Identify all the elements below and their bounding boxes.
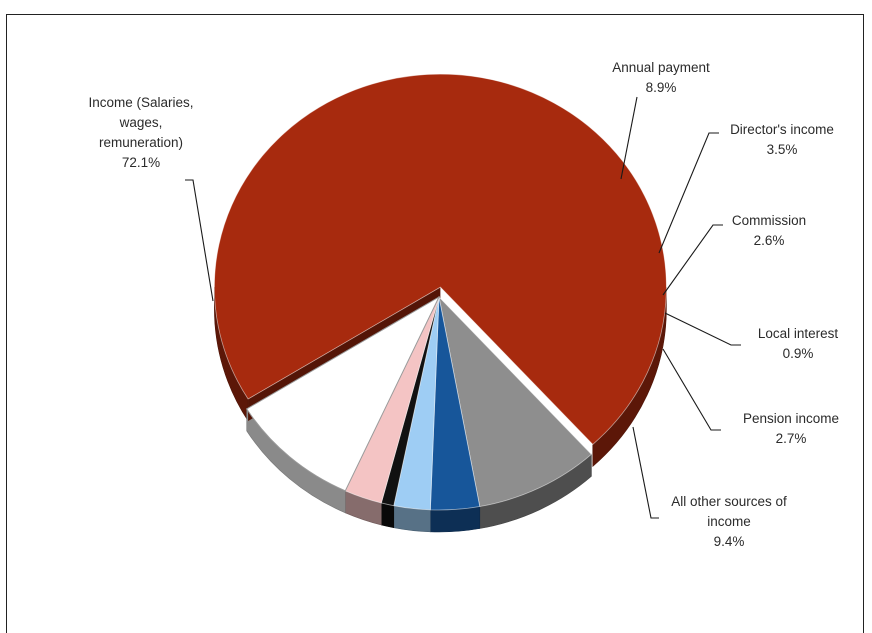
- chart-frame: Income (Salaries, wages, remuneration) 72.1…: [6, 14, 864, 633]
- slice-label-1: Annual payment 8.9%: [612, 60, 710, 95]
- slice-value-3: 2.6%: [754, 233, 785, 248]
- slice-label-line: Pension income: [743, 411, 839, 426]
- slice-value-6: 9.4%: [714, 534, 745, 549]
- pie-top-faces: [213, 73, 667, 511]
- slice-value-2: 3.5%: [767, 142, 798, 157]
- slice-label-line: All other sources of: [671, 494, 787, 509]
- leader-line-6: [632, 426, 659, 519]
- slice-label-line: Commission: [732, 213, 806, 228]
- pie-side-walls: [214, 287, 667, 533]
- slice-value-5: 2.7%: [776, 431, 807, 446]
- leader-line-2: [658, 132, 719, 254]
- slice-label-6: All other sources of income 9.4%: [671, 494, 787, 549]
- slice-value-1: 8.9%: [646, 80, 677, 95]
- figure-title-fragment: [0, 0, 872, 10]
- leader-line-0: [185, 179, 214, 302]
- pie-side-4: [381, 502, 395, 529]
- slice-value-0: 72.1%: [122, 155, 160, 170]
- slice-label-line: Director's income: [730, 122, 834, 137]
- slice-label-2: Director's income 3.5%: [730, 122, 834, 157]
- leader-line-5: [662, 348, 721, 431]
- slice-label-line: remuneration): [99, 135, 183, 150]
- pie-slice-6: [246, 295, 441, 492]
- leader-line-1: [620, 96, 638, 180]
- slice-value-4: 0.9%: [783, 346, 814, 361]
- pie-slice-1: [438, 295, 592, 507]
- slice-label-line: Income (Salaries,: [88, 95, 193, 110]
- slice-label-0: Income (Salaries, wages, remuneration) 72.1…: [88, 95, 193, 170]
- slice-label-line: income: [707, 514, 751, 529]
- slice-label-3: Commission 2.6%: [732, 213, 806, 248]
- leader-line-3: [662, 224, 723, 296]
- pie-slice-0: [213, 73, 667, 445]
- slice-label-5: Pension income 2.7%: [743, 411, 839, 446]
- slice-label-4: Local interest 0.9%: [758, 326, 839, 361]
- pie-chart: Income (Salaries, wages, remuneration) 72.1…: [88, 60, 839, 549]
- slice-label-line: wages,: [119, 115, 163, 130]
- slice-label-line: Annual payment: [612, 60, 710, 75]
- slice-labels: Income (Salaries, wages, remuneration) 72.1…: [88, 60, 839, 549]
- leader-line-4: [664, 312, 741, 346]
- slice-label-line: Local interest: [758, 326, 839, 341]
